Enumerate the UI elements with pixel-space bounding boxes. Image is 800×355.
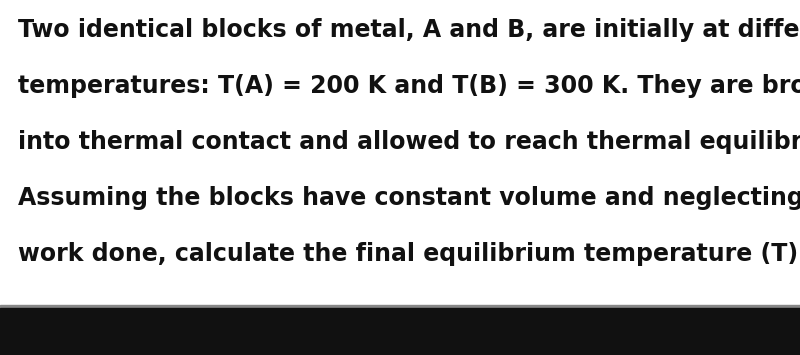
Text: Two identical blocks of metal, A and B, are initially at different: Two identical blocks of metal, A and B, … [18, 18, 800, 42]
Text: into thermal contact and allowed to reach thermal equilibrium.: into thermal contact and allowed to reac… [18, 130, 800, 154]
Text: Assuming the blocks have constant volume and neglecting any: Assuming the blocks have constant volume… [18, 186, 800, 210]
Text: work done, calculate the final equilibrium temperature (T).: work done, calculate the final equilibri… [18, 242, 800, 266]
Text: temperatures: T(A) = 200 K and T(B) = 300 K. They are brought: temperatures: T(A) = 200 K and T(B) = 30… [18, 74, 800, 98]
Bar [0, 308, 800, 355]
Bar [0, 305, 800, 308]
